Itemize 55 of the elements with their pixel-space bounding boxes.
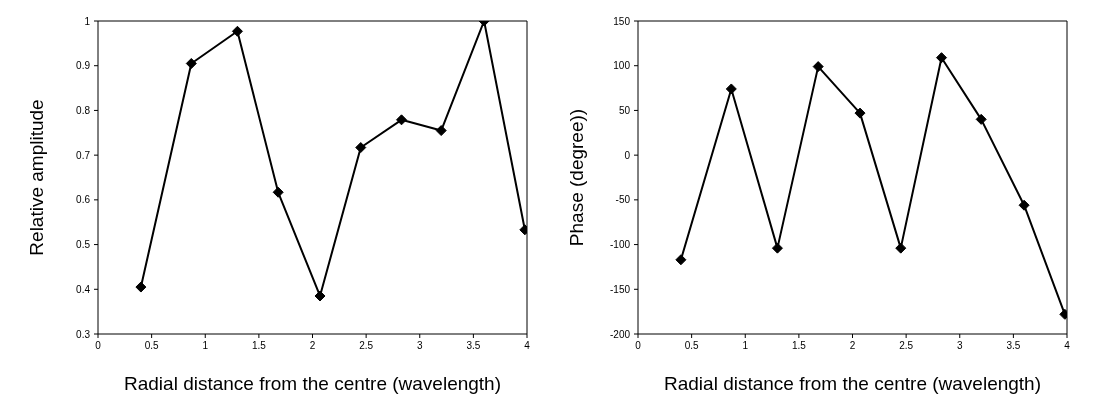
y-axis-title: Phase (degree)) [565,108,587,247]
x-tick-label: 3.5 [1006,340,1021,352]
point [396,114,408,126]
x-tick-label: 3 [416,340,423,352]
x-tick-label: 1 [742,340,749,352]
y-tick-label: -50 [615,194,631,206]
x-axis-title: Radial distance from the centre (wavelength) [663,373,1042,394]
y-tick-label: 0.4 [76,283,91,295]
point [435,125,447,137]
x-tick-label: 3.5 [466,340,481,352]
x-tick-label: 0.5 [144,340,160,352]
point [771,242,783,254]
x-tick-label: 1.5 [791,340,807,352]
y-tick-label: 150 [613,15,631,27]
y-tick-label: -100 [609,239,631,251]
x-tick-label: 0 [635,340,642,352]
x-tick-label: 0 [95,340,102,352]
y-tick-label: -200 [609,328,631,340]
x-tick-label: 1 [202,340,209,352]
y-tick-label: 0.5 [76,239,91,251]
point [895,242,907,254]
x-tick-label: 4 [524,340,531,352]
y-tick-label: 0 [624,149,631,161]
x-tick-label: 2.5 [359,340,374,352]
y-tick-label: 0.7 [76,149,91,161]
y-tick-label: 50 [618,104,631,116]
point [936,52,948,64]
point [314,290,326,302]
point [355,142,367,154]
x-tick-label: 1.5 [251,340,267,352]
x-tick-label: 2 [309,340,316,352]
x-tick-label: 0.5 [684,340,700,352]
y-tick-label: -150 [609,283,631,295]
y-tick-label: 0.8 [76,104,91,116]
x-tick-label: 3 [956,340,963,352]
y-axis-title: Relative amplitude [25,99,47,256]
point [975,113,987,125]
point [1018,199,1030,211]
x-axis-title: Radial distance from the centre (wavelength) [123,373,502,394]
y-tick-label: 1 [84,15,91,27]
point [675,254,687,266]
y-tick-label: 100 [613,60,631,72]
point [725,83,737,95]
x-tick-label: 2.5 [899,340,914,352]
y-tick-label: 0.9 [76,60,91,72]
point [231,25,243,37]
point [185,57,197,69]
x-tick-label: 2 [849,340,856,352]
y-tick-label: 0.6 [76,194,91,206]
point [854,107,866,119]
x-tick-label: 4 [1064,340,1071,352]
point [812,61,824,73]
point [272,186,284,198]
y-tick-label: 0.3 [76,328,91,340]
point [135,281,147,293]
